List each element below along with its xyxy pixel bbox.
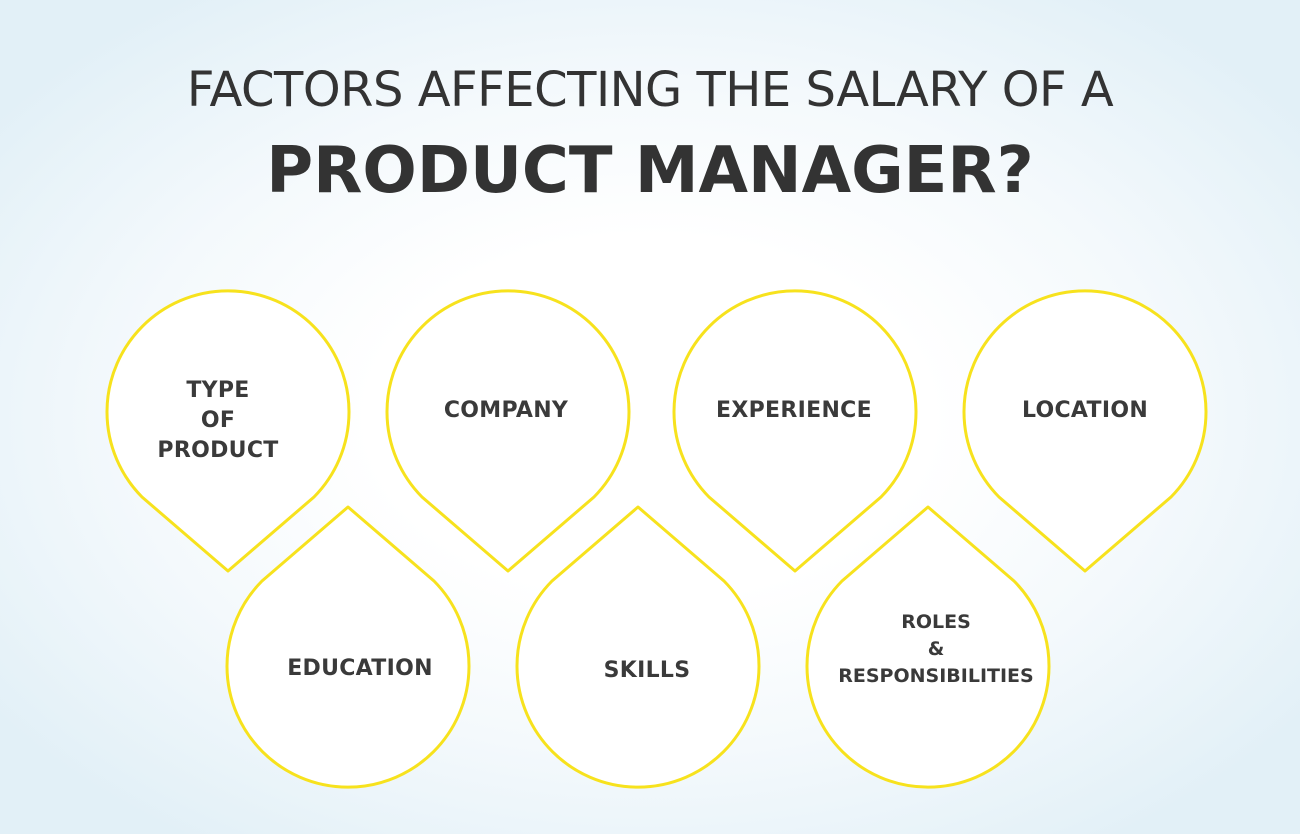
factor-label-location: LOCATION	[965, 396, 1205, 426]
factor-label-skills: SKILLS	[527, 656, 767, 686]
factor-text-line: EXPERIENCE	[716, 398, 872, 423]
factor-label-type-of-product: TYPE OF PRODUCT	[98, 376, 338, 466]
factor-text-line: EDUCATION	[287, 656, 433, 681]
factor-label-company: COMPANY	[386, 396, 626, 426]
drop-shape-experience	[672, 289, 918, 573]
factor-text-line: &	[927, 638, 945, 660]
title-line-2: PRODUCT MANAGER?	[266, 134, 1034, 208]
factor-label-education: EDUCATION	[240, 654, 480, 684]
factor-text-line: PRODUCT	[157, 438, 279, 463]
factor-text-line: RESPONSIBILITIES	[838, 665, 1034, 687]
factor-text-line: LOCATION	[1021, 398, 1149, 423]
title-line-1: FACTORS AFFECTING THE SALARY OF A	[186, 62, 1114, 118]
drop-shape-company	[385, 289, 631, 573]
factor-label-roles-responsibilities: ROLES & RESPONSIBILITIES	[816, 609, 1056, 690]
drop-shape-skills	[515, 505, 761, 789]
factor-text-line: SKILLS	[603, 658, 691, 683]
factor-text-line: OF	[200, 408, 236, 433]
factor-text-line: TYPE	[186, 378, 250, 403]
drop-shape-location	[962, 289, 1208, 573]
factor-label-experience: EXPERIENCE	[674, 396, 914, 426]
drop-shape-education	[225, 505, 471, 789]
factor-text-line: COMPANY	[443, 398, 569, 423]
factor-text-line: ROLES	[901, 611, 971, 633]
